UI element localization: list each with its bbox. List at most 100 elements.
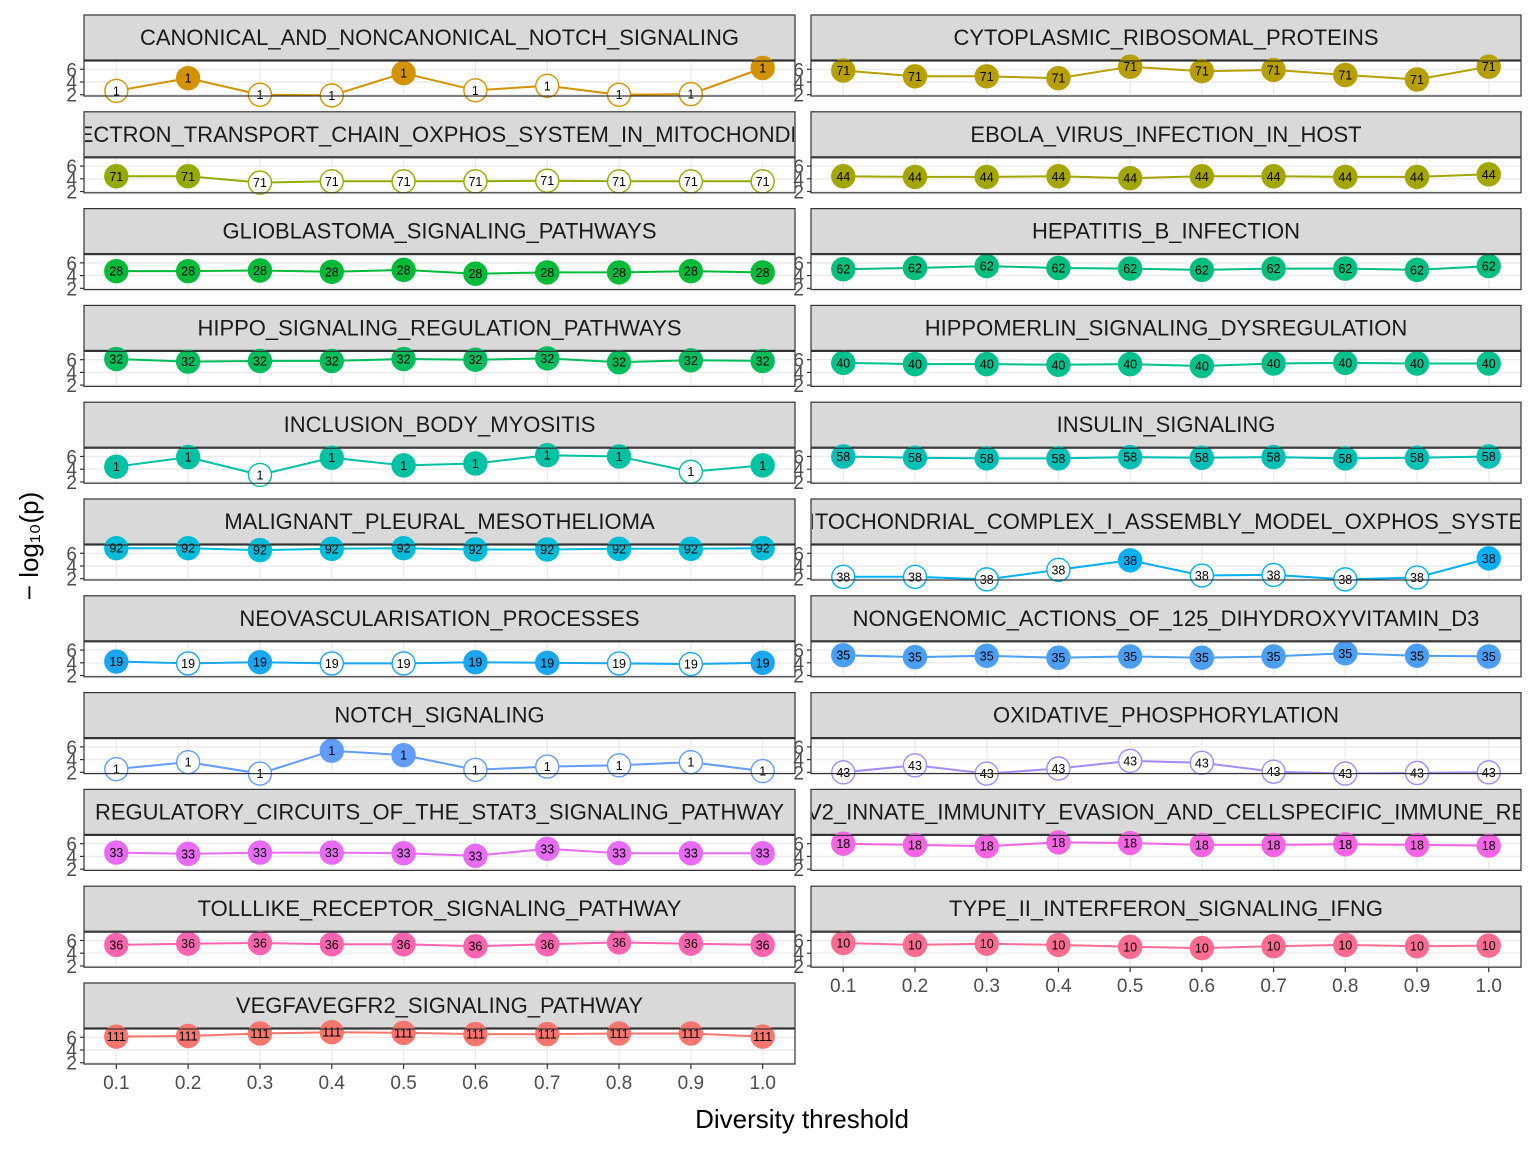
data-label: 92	[684, 542, 698, 556]
panel-border	[83, 737, 796, 775]
y-tick-label: 2	[793, 957, 804, 978]
plot-background	[84, 641, 795, 677]
data-label: 35	[1195, 651, 1209, 665]
y-tick-label: 2	[66, 570, 77, 591]
data-point	[319, 259, 344, 284]
data-point	[750, 260, 775, 285]
data-point	[104, 840, 129, 865]
facet-panel: TYPE_II_INTERFERON_SIGNALING_IFNG 10 10 10 1…	[793, 885, 1522, 997]
data-point	[1117, 748, 1143, 774]
y-tick-label: 2	[66, 473, 77, 494]
data-label: 18	[908, 838, 922, 852]
x-tick-label: 0.6	[462, 1073, 488, 1094]
y-tick-label: 2	[793, 473, 804, 494]
y-tick-label: 4	[66, 751, 77, 772]
panel-border	[83, 350, 796, 387]
data-point	[1117, 165, 1143, 191]
data-label: 1	[687, 756, 694, 770]
y-tick-label: 2	[793, 860, 804, 881]
panel-border	[810, 157, 1522, 194]
data-point	[104, 346, 129, 372]
facet-panel: NONGENOMIC_ACTIONS_OF_125_DIHYDROXYVITAM…	[793, 595, 1522, 688]
series-line	[116, 941, 763, 948]
data-label: 10	[836, 937, 850, 951]
data-label: 71	[181, 170, 195, 184]
data-label: 1	[544, 79, 551, 93]
facet-panel: HIPPOMERLIN_SIGNALING_DYSREGULATION 40 40 4…	[793, 304, 1522, 397]
series-line	[116, 547, 763, 552]
data-label: 1	[472, 763, 479, 777]
data-label: 44	[836, 170, 850, 184]
data-point	[750, 932, 775, 958]
facet-panel: NEOVASCULARISATION_PROCESSES 19 19 19 19 19 19…	[66, 595, 796, 688]
data-point	[1333, 832, 1358, 857]
facet-strip	[83, 401, 796, 448]
data-label: 40	[908, 358, 922, 372]
panel-border	[810, 254, 1522, 291]
facet-panel: SARSCOV2_INNATE_IMMUNITY_EVASION_AND_CEL…	[793, 788, 1522, 881]
x-tick-label: 0.2	[902, 976, 928, 997]
data-label: 36	[540, 938, 554, 952]
x-tick-label: 0.8	[1332, 976, 1358, 997]
y-tick-label: 6	[793, 254, 804, 275]
data-label: 10	[1051, 938, 1065, 952]
data-label: 18	[1338, 838, 1352, 852]
data-point	[104, 258, 129, 284]
y-tick-label: 4	[66, 654, 77, 675]
data-point	[606, 930, 632, 955]
x-tick-label: 0.7	[1260, 976, 1286, 997]
data-point	[535, 650, 560, 675]
data-label: 40	[980, 358, 994, 372]
data-point	[175, 1023, 201, 1049]
data-point	[606, 444, 632, 469]
y-tick-label: 6	[793, 157, 804, 178]
data-label: 58	[1267, 451, 1281, 465]
data-point	[1117, 444, 1143, 470]
data-point	[104, 756, 129, 782]
data-label: 18	[1482, 839, 1496, 853]
data-point	[1261, 934, 1286, 959]
plot-background	[811, 448, 1521, 484]
data-point	[1189, 445, 1215, 470]
data-label: 44	[1482, 168, 1496, 182]
data-label: 38	[1267, 568, 1281, 582]
data-point	[247, 82, 273, 107]
data-point	[1261, 759, 1286, 784]
data-point	[1404, 257, 1430, 283]
facet-title: ELECTRON_TRANSPORT_CHAIN_OXPHOS_SYSTEM_I…	[52, 122, 828, 147]
data-label: 71	[109, 170, 123, 184]
data-label: 58	[1410, 451, 1424, 465]
data-label: 1	[759, 765, 766, 779]
data-point	[831, 164, 856, 189]
data-label: 1	[256, 468, 263, 482]
data-label: 10	[1482, 939, 1496, 953]
data-point	[391, 841, 416, 866]
data-point	[678, 258, 704, 284]
plot-background	[811, 545, 1521, 580]
facet-title: OXIDATIVE_PHOSPHORYLATION	[993, 703, 1339, 728]
data-label: 1	[759, 62, 766, 76]
series-line	[116, 67, 764, 96]
data-point	[247, 348, 273, 374]
panel-border	[810, 350, 1522, 387]
data-point	[1261, 562, 1286, 588]
panels-layer: CANONICAL_AND_NONCANONICAL_NOTCH_SIGNALI…	[52, 14, 1522, 1094]
data-point	[175, 841, 201, 867]
data-label: 43	[1482, 766, 1496, 780]
data-point	[175, 444, 201, 470]
y-tick-label: 2	[66, 279, 77, 300]
y-tick-label: 4	[793, 557, 804, 578]
y-tick-label: 6	[66, 641, 77, 662]
facet-title: HIPPO_SIGNALING_REGULATION_PATHWAYS	[197, 315, 681, 340]
data-label: 44	[1123, 172, 1137, 186]
facet-title: REGULATORY_CIRCUITS_OF_THE_STAT3_SIGNALI…	[95, 799, 784, 824]
facet-strip	[810, 14, 1522, 61]
data-label: 28	[253, 264, 267, 278]
data-point	[902, 644, 928, 670]
data-label: 92	[397, 542, 411, 556]
data-point	[247, 930, 273, 956]
data-point	[1333, 567, 1358, 592]
data-point	[902, 832, 928, 858]
facet-title: VEGFAVEGFR2_SIGNALING_PATHWAY	[236, 993, 643, 1018]
data-point	[463, 261, 488, 286]
